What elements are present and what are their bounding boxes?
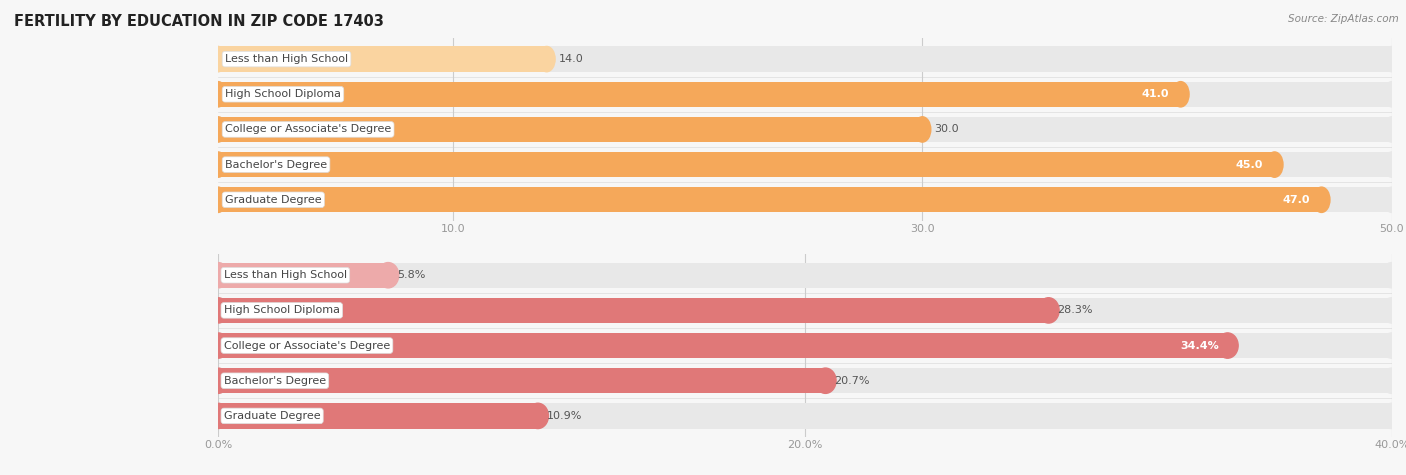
Circle shape [1381,298,1403,323]
Circle shape [207,263,229,288]
Text: Source: ZipAtlas.com: Source: ZipAtlas.com [1288,14,1399,24]
Circle shape [209,117,226,142]
Circle shape [1218,333,1239,358]
Circle shape [815,368,837,393]
Bar [218,368,825,393]
Text: 45.0: 45.0 [1236,160,1263,170]
Bar [218,333,1392,358]
Circle shape [209,82,226,107]
Circle shape [207,368,229,393]
Circle shape [209,152,226,177]
Circle shape [207,368,229,393]
Circle shape [1313,187,1330,212]
Circle shape [1384,117,1400,142]
Text: FERTILITY BY EDUCATION IN ZIP CODE 17403: FERTILITY BY EDUCATION IN ZIP CODE 17403 [14,14,384,29]
Circle shape [207,403,229,428]
Text: Bachelor's Degree: Bachelor's Degree [225,160,328,170]
Circle shape [209,82,226,107]
Bar [218,298,1392,323]
Bar [218,82,1392,107]
Bar [218,187,1322,212]
Circle shape [1381,368,1403,393]
Circle shape [1265,152,1284,177]
Text: Graduate Degree: Graduate Degree [224,411,321,421]
Text: College or Associate's Degree: College or Associate's Degree [224,341,389,351]
Circle shape [1384,47,1400,72]
Bar [218,152,1275,177]
Circle shape [207,298,229,323]
Bar [218,117,1392,142]
Text: 47.0: 47.0 [1282,195,1310,205]
Bar [218,117,922,142]
Bar [218,368,1392,393]
Circle shape [207,333,229,358]
Circle shape [207,263,229,288]
Circle shape [209,117,226,142]
Circle shape [207,298,229,323]
Bar [218,263,1392,288]
Text: 34.4%: 34.4% [1180,341,1219,351]
Circle shape [914,117,931,142]
Text: 28.3%: 28.3% [1057,305,1092,315]
Text: Bachelor's Degree: Bachelor's Degree [224,376,326,386]
Bar [218,333,1227,358]
Circle shape [538,47,555,72]
Text: 10.9%: 10.9% [547,411,582,421]
Circle shape [1384,82,1400,107]
Bar [218,152,1392,177]
Text: 5.8%: 5.8% [396,270,426,280]
Text: High School Diploma: High School Diploma [224,305,340,315]
Text: High School Diploma: High School Diploma [225,89,342,99]
Text: Graduate Degree: Graduate Degree [225,195,322,205]
Bar [218,82,1181,107]
Bar [218,187,1392,212]
Circle shape [1384,152,1400,177]
Circle shape [209,47,226,72]
Circle shape [1173,82,1189,107]
Bar [218,263,388,288]
Text: Less than High School: Less than High School [225,54,349,64]
Circle shape [207,333,229,358]
Text: Less than High School: Less than High School [224,270,347,280]
Circle shape [1038,298,1059,323]
Circle shape [207,403,229,428]
Text: College or Associate's Degree: College or Associate's Degree [225,124,391,134]
Bar [218,403,538,428]
Circle shape [1384,187,1400,212]
Circle shape [1381,403,1403,428]
Bar [218,47,1392,72]
Circle shape [527,403,548,428]
Circle shape [1381,333,1403,358]
Bar [218,403,1392,428]
Circle shape [209,152,226,177]
Text: 41.0: 41.0 [1142,89,1168,99]
Bar [218,47,547,72]
Circle shape [378,263,399,288]
Circle shape [209,47,226,72]
Text: 20.7%: 20.7% [834,376,870,386]
Circle shape [209,187,226,212]
Circle shape [209,187,226,212]
Bar [218,298,1049,323]
Circle shape [1381,263,1403,288]
Text: 14.0: 14.0 [558,54,583,64]
Text: 30.0: 30.0 [934,124,959,134]
